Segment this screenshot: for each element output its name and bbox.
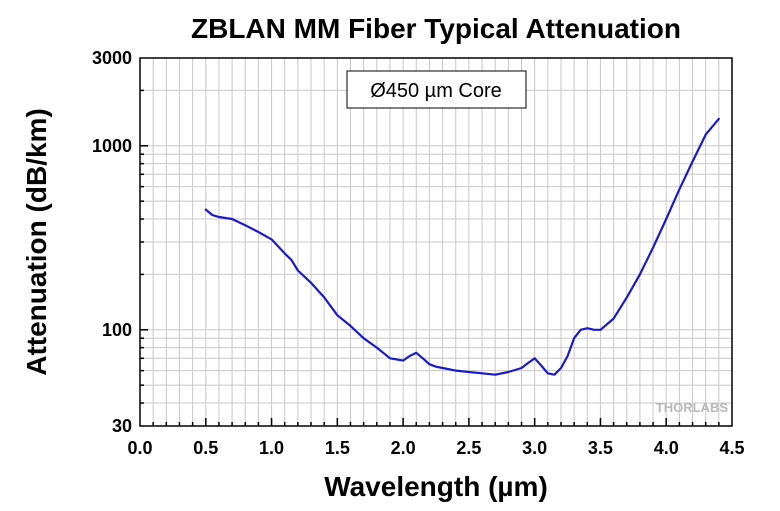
annotation-text: Ø450 µm Core xyxy=(370,80,502,102)
x-tick-labels: 0.0 0.5 1.0 1.5 2.0 2.5 3.0 3.5 4.0 4.5 xyxy=(127,438,744,458)
y-tick-label: 1000 xyxy=(92,136,132,156)
y-tick-label: 100 xyxy=(102,320,132,340)
axis-ticks xyxy=(140,89,720,426)
x-tick-label: 0.5 xyxy=(193,438,218,458)
x-tick-label: 1.0 xyxy=(259,438,284,458)
series-line xyxy=(204,117,720,376)
x-axis-label: Wavelength (µm) xyxy=(324,471,548,502)
x-tick-label: 4.5 xyxy=(719,438,744,458)
chart-title: ZBLAN MM Fiber Typical Attenuation xyxy=(191,13,681,44)
grid-lines xyxy=(140,58,732,426)
x-tick-label: 1.5 xyxy=(325,438,350,458)
y-tick-label: 3000 xyxy=(92,48,132,68)
y-axis-label: Attenuation (dB/km) xyxy=(21,108,52,376)
y-tick-label: 30 xyxy=(112,416,132,436)
annotation-box xyxy=(346,70,527,109)
x-tick-label: 3.0 xyxy=(522,438,547,458)
x-tick-label: 3.5 xyxy=(588,438,613,458)
y-tick-labels: 30 100 1000 3000 xyxy=(92,48,132,436)
thorlabs-watermark: THORLABS xyxy=(656,400,729,415)
x-tick-label: 2.5 xyxy=(456,438,481,458)
x-tick-label: 2.0 xyxy=(391,438,416,458)
x-tick-label: 0.0 xyxy=(127,438,152,458)
x-tick-label: 4.0 xyxy=(654,438,679,458)
